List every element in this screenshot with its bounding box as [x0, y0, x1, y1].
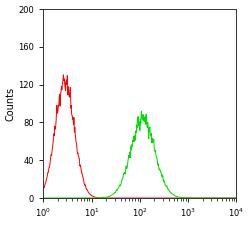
Y-axis label: Counts: Counts [6, 86, 16, 121]
